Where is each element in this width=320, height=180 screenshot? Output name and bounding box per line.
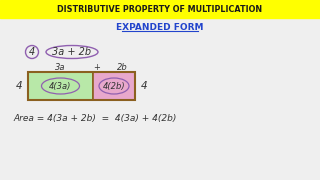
Text: Area = 4(3a + 2b)  =  4(3a) + 4(2b): Area = 4(3a + 2b) = 4(3a) + 4(2b)	[13, 114, 176, 123]
Bar	[93, 72, 135, 100]
Text: 4: 4	[29, 47, 35, 57]
Text: 3a + 2b: 3a + 2b	[52, 47, 92, 57]
Text: DISTRIBUTIVE PROPERTY OF MULTIPLICATION: DISTRIBUTIVE PROPERTY OF MULTIPLICATION	[57, 4, 263, 14]
Text: +: +	[93, 62, 100, 71]
Text: 3a: 3a	[55, 62, 66, 71]
Bar	[0, 0, 320, 18]
Text: 4: 4	[141, 81, 147, 91]
Text: 2b: 2b	[116, 62, 127, 71]
Bar	[28, 72, 135, 100]
Text: 4: 4	[16, 81, 22, 91]
Text: EXPANDED FORM: EXPANDED FORM	[116, 24, 204, 33]
Bar	[28, 72, 93, 100]
Text: 4(2b): 4(2b)	[103, 82, 125, 91]
Text: 4(3a): 4(3a)	[49, 82, 72, 91]
